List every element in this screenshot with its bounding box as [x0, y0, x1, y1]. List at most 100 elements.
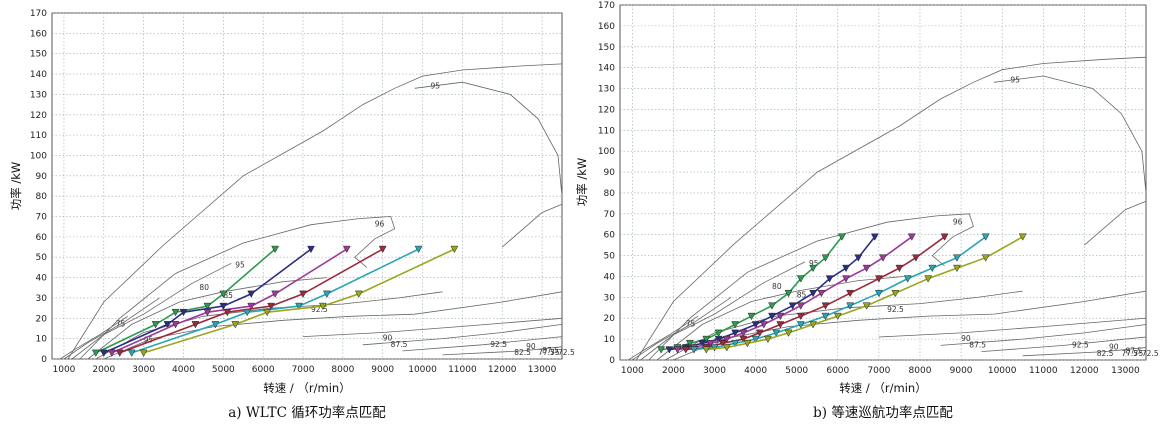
efficiency-contour — [414, 81, 563, 197]
contour-label: 75 — [686, 320, 696, 329]
efficiency-contour — [402, 336, 563, 352]
series-group — [99, 245, 315, 357]
y-tick-label: 80 — [604, 189, 616, 199]
x-tick-label: 10000 — [988, 366, 1017, 376]
data-point-marker — [722, 335, 731, 344]
data-point-marker — [821, 312, 830, 321]
data-point-marker — [924, 275, 933, 283]
data-point-marker — [378, 245, 387, 254]
y-tick-label: 130 — [30, 90, 47, 100]
series-line — [131, 248, 419, 354]
data-point-marker — [295, 302, 303, 311]
ticks-b: 1000 2000 3000 4000 5000 6000 7000 8000 9000 1000… — [598, 1, 1140, 376]
data-point-marker — [247, 290, 256, 298]
y-tick-label: 50 — [36, 253, 48, 263]
data-point-marker — [846, 289, 855, 298]
y-tick-label: 130 — [598, 85, 615, 95]
y-tick-label: 80 — [36, 192, 48, 202]
data-point-marker — [817, 289, 826, 298]
series-group — [665, 233, 879, 354]
contour-label: 95 — [144, 336, 154, 345]
data-point-marker — [271, 245, 280, 254]
data-point-marker — [127, 349, 136, 357]
contour-label: 95 — [235, 260, 245, 269]
data-point-marker — [833, 312, 842, 321]
y-tick-label: 30 — [604, 293, 616, 303]
x-axis-label-b: 转速 / （r/min） — [839, 381, 926, 395]
x-tick-label: 1000 — [621, 366, 644, 376]
data-point-marker — [825, 275, 834, 283]
contour-label: 92.5 — [1072, 340, 1089, 349]
y-tick-label: 10 — [36, 335, 48, 345]
data-point-marker — [788, 302, 797, 310]
x-tick-label: 4000 — [744, 366, 767, 376]
efficiency-contour — [627, 315, 699, 361]
efficiency-contour — [302, 317, 563, 337]
data-point-marker — [809, 264, 818, 273]
contour-label: 80 — [199, 283, 209, 292]
y-tick-label: 30 — [36, 294, 48, 304]
data-point-marker — [151, 321, 160, 329]
data-point-marker — [702, 335, 711, 344]
y-tick-label: 70 — [36, 213, 48, 223]
x-tick-label: 6000 — [252, 365, 275, 375]
data-point-marker — [891, 289, 900, 298]
efficiency-contour — [87, 277, 327, 360]
contour-label: 77.5 — [538, 348, 555, 357]
x-tick-label: 10000 — [408, 365, 437, 375]
series-b — [657, 233, 1027, 354]
data-point-marker — [171, 321, 180, 329]
y-tick-label: 90 — [604, 168, 616, 178]
contour-label: 72.5 — [1142, 349, 1159, 358]
data-point-marker — [247, 302, 256, 311]
x-tick-label: 7000 — [292, 365, 315, 375]
data-point-marker — [657, 346, 666, 354]
data-point-marker — [763, 335, 772, 344]
contour-label: 80 — [772, 282, 782, 291]
contour-label: 95 — [431, 81, 441, 90]
y-tick-label: 60 — [604, 231, 616, 241]
data-point-marker — [739, 329, 748, 337]
data-point-marker — [846, 302, 855, 310]
data-point-marker — [702, 346, 711, 354]
data-point-marker — [796, 275, 805, 283]
data-point-marker — [322, 290, 331, 298]
data-point-marker — [903, 275, 912, 283]
data-point-marker — [784, 329, 793, 337]
contour-label: 85 — [223, 291, 233, 300]
data-point-marker — [854, 254, 863, 262]
series-group — [91, 245, 280, 357]
data-point-marker — [710, 344, 719, 352]
x-tick-label: 4000 — [172, 365, 195, 375]
data-point-marker — [267, 302, 276, 311]
data-point-marker — [837, 233, 846, 241]
y-tick-label: 150 — [598, 43, 615, 53]
data-point-marker — [163, 321, 172, 329]
data-point-marker — [1018, 233, 1027, 241]
x-tick-label: 1000 — [53, 365, 76, 375]
series-group — [681, 233, 949, 354]
y-tick-label: 120 — [30, 111, 47, 121]
x-tick-label: 5000 — [212, 365, 235, 375]
efficiency-contour — [362, 324, 563, 346]
x-tick-label: 13000 — [528, 365, 557, 375]
data-point-marker — [768, 302, 776, 310]
y-tick-label: 20 — [36, 314, 48, 324]
caption-a: a) WLTC 循环功率点匹配 — [228, 404, 386, 421]
data-point-marker — [203, 302, 212, 311]
data-point-marker — [911, 254, 920, 262]
data-point-marker — [784, 289, 793, 298]
y-tick-label: 10 — [604, 335, 616, 345]
y-tick-label: 140 — [598, 64, 615, 74]
efficiency-contour — [940, 324, 1147, 346]
data-point-marker — [450, 245, 459, 254]
y-tick-label: 0 — [609, 356, 615, 366]
data-point-marker — [862, 264, 871, 273]
data-point-marker — [299, 290, 307, 298]
data-point-marker — [862, 302, 871, 310]
y-tick-label: 160 — [30, 29, 47, 39]
x-tick-label: 12000 — [488, 365, 517, 375]
efficiency-contour — [501, 203, 563, 248]
y-tick-label: 110 — [598, 126, 615, 136]
